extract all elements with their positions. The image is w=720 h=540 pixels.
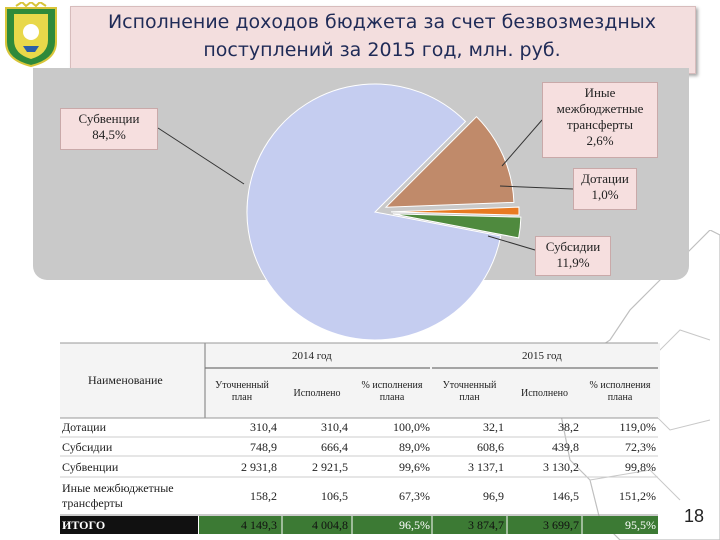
row-name-line1: Иные межбюджетные <box>62 481 174 495</box>
subheader-plan-2014: Уточненный план <box>205 380 279 404</box>
cell-value: 99,8% <box>625 460 656 474</box>
page-title: Исполнение доходов бюджета за счет безво… <box>107 11 657 61</box>
subheader-plan-2015: Уточненный план <box>432 380 507 404</box>
label-subsidies-value: 11,9% <box>556 255 590 270</box>
year-2014-header: 2014 год <box>292 350 332 362</box>
label-other-line3: трансферты <box>567 117 633 132</box>
label-subventions-value: 84,5% <box>92 127 126 142</box>
subheader-pct-2014-l2: плана <box>379 392 405 403</box>
row-name: Дотации <box>62 420 107 434</box>
leader-line-dotations <box>499 185 574 190</box>
cell-value: 106,5 <box>321 489 348 503</box>
label-other-transfers: Иные межбюджетные трансферты 2,6% <box>542 82 658 158</box>
cell-value: 158,2 <box>250 489 277 503</box>
cell-value: 310,4 <box>250 420 277 434</box>
label-other-value: 2,6% <box>586 133 614 148</box>
cell-value: 3 130,2 <box>543 460 579 474</box>
label-dotations-value: 1,0% <box>591 187 619 202</box>
subheader-pct-2015-l2: плана <box>607 392 633 403</box>
label-subventions: Субвенции 84,5% <box>60 108 158 150</box>
slice-subventions <box>246 83 502 340</box>
cell-value: 100,0% <box>393 420 430 434</box>
subheader-pct-2014: % исполнения плана <box>352 380 432 404</box>
subheader-exec-2015: Исполнено <box>520 388 568 399</box>
cell-value: 2 921,5 <box>312 460 348 474</box>
cell-value: 67,3% <box>399 489 430 503</box>
label-dotations-name: Дотации <box>581 171 629 186</box>
cell-value: 2 931,8 <box>241 460 277 474</box>
page-number: 18 <box>684 506 705 526</box>
cell-value: 99,6% <box>399 460 430 474</box>
cell-value: 119,0% <box>619 420 656 434</box>
title-box <box>70 6 696 74</box>
total-value: 95,5% <box>625 518 656 532</box>
subheader-pct-2015-l1: % исполнения <box>589 380 651 391</box>
total-row-name: ИТОГО <box>62 518 106 532</box>
label-subsidies: Субсидии 11,9% <box>535 236 611 276</box>
cell-value: 310,4 <box>321 420 348 434</box>
label-subsidies-name: Субсидии <box>545 239 601 254</box>
slice-subsidies <box>384 115 515 208</box>
label-other-line1: Иные <box>584 85 616 100</box>
cell-value: 146,5 <box>552 489 579 503</box>
col-header-name: Наименование <box>88 373 163 387</box>
subheader-plan-2015-l2: план <box>459 392 480 403</box>
cell-value: 89,0% <box>399 440 430 454</box>
subheader-plan-2015-l1: Уточненный <box>442 380 497 391</box>
cell-value: 608,6 <box>477 440 504 454</box>
subheader-pct-2014-l1: % исполнения <box>361 380 423 391</box>
slice-other-transfers <box>392 213 522 239</box>
leader-line-other <box>501 119 543 167</box>
label-dotations: Дотации 1,0% <box>573 168 637 210</box>
subheader-plan-2014-l2: план <box>231 392 253 403</box>
leader-line-subsidies <box>487 235 536 251</box>
cell-value: 666,4 <box>321 440 348 454</box>
subheader-exec-2014: Исполнено <box>293 388 341 399</box>
cell-value: 32,1 <box>483 420 504 434</box>
row-name: Субвенции <box>62 460 119 474</box>
total-value: 4 004,8 <box>312 518 348 532</box>
row-name: Иные межбюджетные трансферты <box>62 481 174 511</box>
row-name-line2: трансферты <box>62 496 123 510</box>
subheader-pct-2015: % исполнения плана <box>582 380 658 404</box>
cell-value: 72,3% <box>625 440 656 454</box>
cell-value: 151,2% <box>619 489 656 503</box>
subheader-plan-2014-l1: Уточненный <box>215 380 269 391</box>
cell-value: 38,2 <box>558 420 579 434</box>
row-name: Субсидии <box>62 440 113 454</box>
year-2015-header: 2015 год <box>522 350 562 362</box>
cell-value: 3 137,1 <box>468 460 504 474</box>
leader-line-subventions <box>157 127 245 185</box>
pie-chart <box>157 83 574 340</box>
coat-of-arms-logo <box>5 2 57 68</box>
cell-value: 748,9 <box>250 440 277 454</box>
total-value: 4 149,3 <box>241 518 277 532</box>
total-value: 3 699,7 <box>543 518 579 532</box>
cell-value: 439,8 <box>552 440 579 454</box>
slice-dotations <box>390 206 520 216</box>
total-value: 96,5% <box>399 518 430 532</box>
label-subventions-name: Субвенции <box>78 111 140 126</box>
label-other-line2: межбюджетные <box>556 101 644 116</box>
total-value: 3 874,7 <box>468 518 504 532</box>
cell-value: 96,9 <box>483 489 504 503</box>
